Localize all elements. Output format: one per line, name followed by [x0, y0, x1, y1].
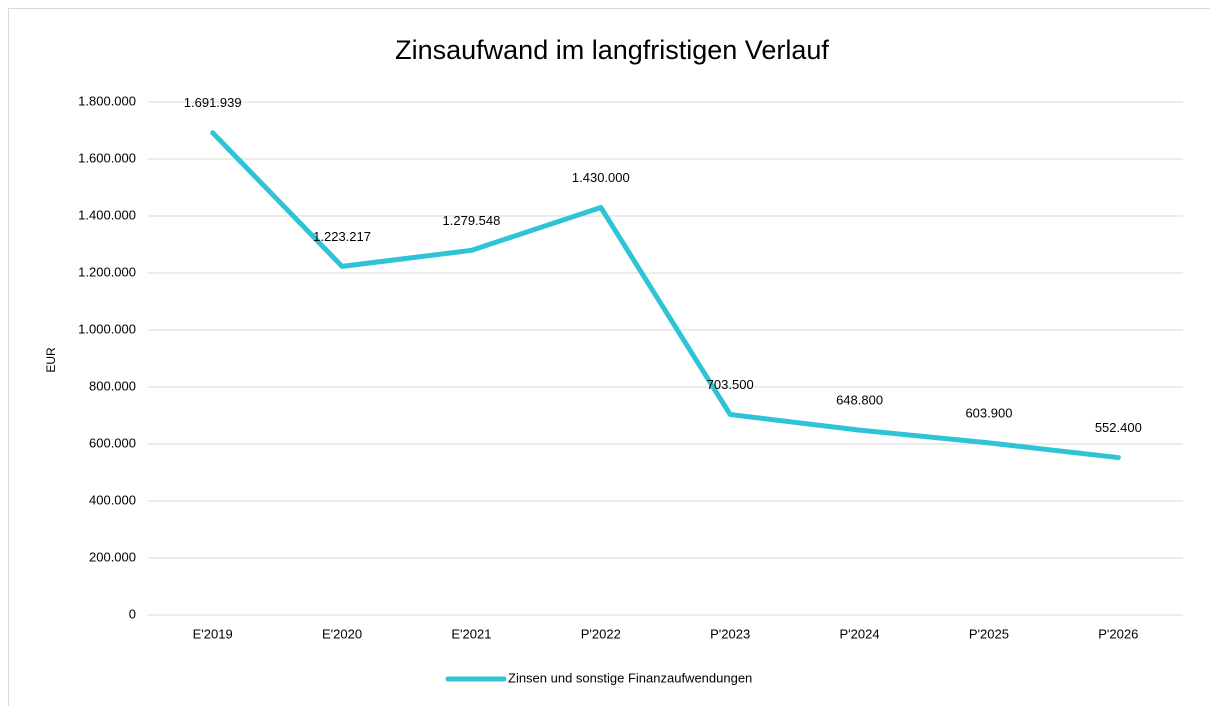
- data-label: 1.223.217: [313, 229, 371, 244]
- x-tick-label: E'2020: [322, 626, 362, 641]
- x-tick-label: E'2021: [451, 626, 491, 641]
- x-tick-label: P'2026: [1098, 626, 1138, 641]
- chart-title: Zinsaufwand im langfristigen Verlauf: [395, 35, 829, 65]
- data-label: 648.800: [836, 393, 883, 408]
- data-label: 552.400: [1095, 420, 1142, 435]
- y-axis-title: EUR: [44, 347, 58, 373]
- y-tick-label: 400.000: [89, 492, 136, 507]
- data-label: 703.500: [707, 377, 754, 392]
- y-tick-label: 0: [129, 606, 136, 621]
- y-tick-label: 1.800.000: [78, 93, 136, 108]
- y-tick-label: 1.200.000: [78, 264, 136, 279]
- x-tick-label: P'2025: [969, 626, 1009, 641]
- y-tick-label: 200.000: [89, 549, 136, 564]
- y-tick-label: 800.000: [89, 378, 136, 393]
- data-label: 1.430.000: [572, 170, 630, 185]
- data-label: 603.900: [965, 405, 1012, 420]
- data-label: 1.279.548: [443, 213, 501, 228]
- y-tick-label: 1.600.000: [78, 150, 136, 165]
- chart-border: [8, 8, 1210, 706]
- y-tick-label: 600.000: [89, 435, 136, 450]
- x-tick-label: P'2024: [840, 626, 880, 641]
- x-tick-label: P'2023: [710, 626, 750, 641]
- data-line: [210, 130, 1121, 461]
- x-tick-label: E'2019: [193, 626, 233, 641]
- x-tick-label: P'2022: [581, 626, 621, 641]
- data-label: 1.691.939: [184, 95, 242, 110]
- y-tick-label: 1.000.000: [78, 321, 136, 336]
- y-tick-label: 1.400.000: [78, 207, 136, 222]
- legend-label: Zinsen und sonstige Finanzaufwendungen: [508, 670, 752, 685]
